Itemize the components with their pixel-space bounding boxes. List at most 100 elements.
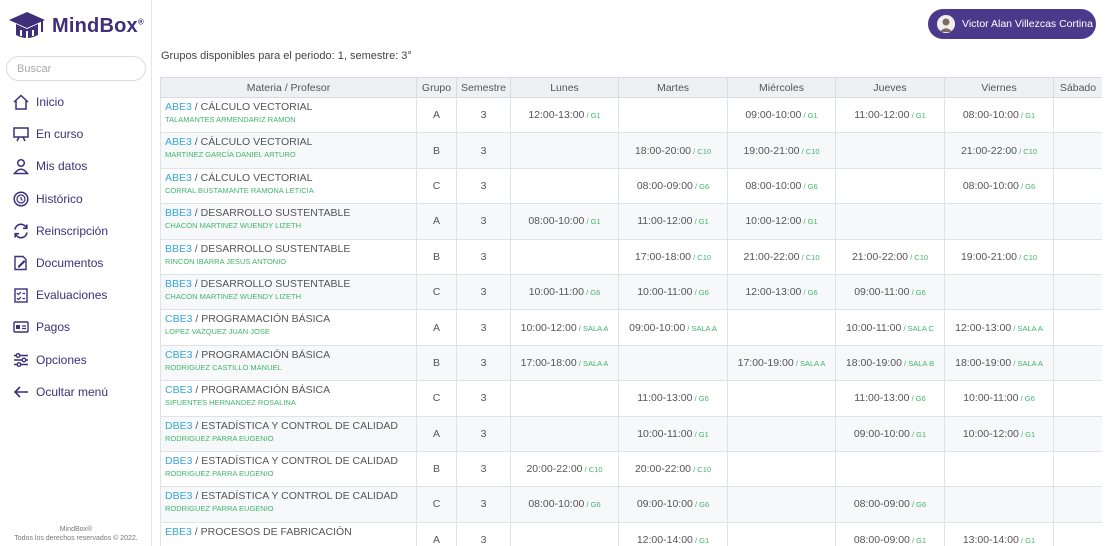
sidebar-item-9[interactable]: Ocultar menú xyxy=(0,376,152,408)
period-info: Grupos disponibles para el periodo: 1, s… xyxy=(161,50,412,62)
subject-code[interactable]: BBE3 xyxy=(165,277,192,290)
subject-code[interactable]: CBE3 xyxy=(165,313,193,326)
column-header[interactable]: Martes xyxy=(618,77,728,98)
subject-code[interactable]: ABE3 xyxy=(165,171,192,184)
slot-room: / C10 xyxy=(582,465,603,475)
subject-name: / PROGRAMACIÓN BÁSICA xyxy=(192,313,331,326)
search-input[interactable] xyxy=(6,56,146,81)
column-header[interactable]: Materia / Profesor xyxy=(160,77,417,98)
schedule-cell xyxy=(1053,521,1102,546)
schedule-cell: 08:00-09:00 / G6 xyxy=(618,167,728,205)
slot-room: / G6 xyxy=(692,394,709,404)
schedule-cell: 09:00-10:00 / G6 xyxy=(618,486,728,523)
schedule-cell xyxy=(1053,273,1102,311)
professor-name: CHACON MARTINEZ WUENDY LIZETH xyxy=(165,291,301,301)
sidebar-item-5[interactable]: Documentos xyxy=(0,247,152,279)
subject-name: / DESARROLLO SUSTENTABLE xyxy=(191,242,351,255)
sidebar-item-8[interactable]: Opciones xyxy=(0,344,152,376)
slot-room: / G1 xyxy=(584,217,601,227)
subject-name: / DESARROLLO SUSTENTABLE xyxy=(191,277,351,290)
subject-code[interactable]: DBE3 xyxy=(165,454,193,467)
sidebar-item-label: Inicio xyxy=(36,95,65,110)
table-row[interactable]: DBE3 / ESTADÍSTICA Y CONTROL DE CALIDAD R… xyxy=(160,415,1102,452)
schedule-cell: 12:00-13:00 / G6 xyxy=(727,273,836,311)
table-row[interactable]: CBE3 / PROGRAMACIÓN BÁSICA RODRIGUEZ CAST… xyxy=(160,344,1102,382)
column-header[interactable]: Jueves xyxy=(835,77,945,98)
slot-time: 10:00-11:00 xyxy=(528,286,584,299)
column-header[interactable]: Grupo xyxy=(416,77,457,98)
subject-cell: CBE3 / PROGRAMACIÓN BÁSICA RODRIGUEZ CAST… xyxy=(160,344,417,382)
table-row[interactable]: EBE3 / PROCESOS DE FABRICACIÓN A 3 12:00-14… xyxy=(160,521,1102,546)
slot-time: 17:00-18:00 xyxy=(520,356,577,369)
schedule-cell xyxy=(1053,486,1102,523)
schedule-cell xyxy=(510,132,619,169)
table-row[interactable]: BBE3 / DESARROLLO SUSTENTABLE RINCON IBAR… xyxy=(160,238,1102,275)
sidebar-item-4[interactable]: Reinscripción xyxy=(0,215,152,247)
document-edit-icon xyxy=(14,255,27,271)
table-row[interactable]: BBE3 / DESARROLLO SUSTENTABLE CHACON MART… xyxy=(160,203,1102,240)
app-logo[interactable]: MindBox® xyxy=(8,10,144,42)
sidebar-item-2[interactable]: Mis datos xyxy=(0,150,152,182)
schedule-cell xyxy=(618,344,728,382)
table-row[interactable]: ABE3 / CÁLCULO VECTORIAL MARTINEZ GARCÍA … xyxy=(160,132,1102,169)
slot-room: / G1 xyxy=(584,111,601,121)
subject-cell: BBE3 / DESARROLLO SUSTENTABLE CHACON MART… xyxy=(160,203,417,240)
subject-code[interactable]: BBE3 xyxy=(165,207,192,220)
subject-code[interactable]: CBE3 xyxy=(165,348,193,361)
subject-code[interactable]: DBE3 xyxy=(165,490,193,503)
sidebar-item-7[interactable]: Pagos xyxy=(0,311,152,343)
slot-time: 08:00-10:00 xyxy=(745,179,802,192)
schedule-cell xyxy=(510,380,619,417)
table-row[interactable]: BBE3 / DESARROLLO SUSTENTABLE CHACON MART… xyxy=(160,273,1102,311)
slot-time: 10:00-12:00 xyxy=(520,321,577,334)
user-menu-button[interactable]: Victor Alan Villezcas Cortina xyxy=(928,9,1096,39)
schedule-cell xyxy=(1053,380,1102,417)
column-header[interactable]: Sábado xyxy=(1053,77,1102,98)
slot-room: / G6 xyxy=(801,181,818,191)
table-row[interactable]: CBE3 / PROGRAMACIÓN BÁSICA SIFUENTES HERN… xyxy=(160,380,1102,417)
slot-time: 10:00-11:00 xyxy=(846,321,902,334)
subject-code[interactable]: ABE3 xyxy=(165,101,192,113)
slot-room: / G6 xyxy=(1018,181,1036,191)
subject-cell: DBE3 / ESTADÍSTICA Y CONTROL DE CALIDAD R… xyxy=(160,415,417,452)
schedule-cell: 11:00-13:00 / G6 xyxy=(835,380,945,417)
subject-code[interactable]: CBE3 xyxy=(165,384,193,397)
schedule-cell xyxy=(1053,238,1102,275)
schedule-cell xyxy=(727,380,836,417)
column-header[interactable]: Miércoles xyxy=(727,77,836,98)
slot-time: 08:00-09:00 xyxy=(853,533,910,546)
schedule-cell xyxy=(835,167,945,205)
groups-table-container[interactable]: Materia / Profesor Grupo Semestre Lunes Mart… xyxy=(160,77,1102,546)
sidebar-item-3[interactable]: Histórico xyxy=(0,183,152,215)
column-header[interactable]: Lunes xyxy=(510,77,619,98)
slot-room: / G6 xyxy=(692,181,710,191)
subject-name: / PROGRAMACIÓN BÁSICA xyxy=(192,384,331,397)
table-row[interactable]: ABE3 / CÁLCULO VECTORIAL CORRAL BUSTAMANT… xyxy=(160,167,1102,205)
schedule-cell xyxy=(727,450,836,488)
sidebar-item-label: En curso xyxy=(36,127,84,142)
slot-time: 09:00-11:00 xyxy=(854,286,910,299)
schedule-cell: 19:00-21:00 / C10 xyxy=(727,132,836,169)
user-avatar-icon xyxy=(939,18,953,32)
table-row[interactable]: DBE3 / ESTADÍSTICA Y CONTROL DE CALIDAD R… xyxy=(160,486,1102,523)
column-header[interactable]: Semestre xyxy=(456,77,511,98)
table-row[interactable]: CBE3 / PROGRAMACIÓN BÁSICA LOPEZ VAZQUEZ … xyxy=(160,309,1102,346)
subject-code[interactable]: EBE3 xyxy=(165,525,192,538)
sidebar-item-0[interactable]: Inicio xyxy=(0,86,152,118)
group-cell: A xyxy=(416,96,457,134)
professor-name: RODRIGUEZ PARRA EUGENIO xyxy=(165,433,274,443)
slot-room: / G6 xyxy=(584,500,601,510)
subject-code[interactable]: BBE3 xyxy=(165,242,192,255)
column-header[interactable]: Viernes xyxy=(944,77,1054,98)
schedule-cell xyxy=(1053,203,1102,240)
subject-code[interactable]: DBE3 xyxy=(165,419,193,432)
sidebar-item-6[interactable]: Evaluaciones xyxy=(0,279,152,311)
sidebar-item-1[interactable]: En curso xyxy=(0,118,152,150)
schedule-cell xyxy=(510,238,619,275)
subject-code[interactable]: ABE3 xyxy=(165,136,192,149)
slot-room: / SALA A xyxy=(576,323,609,333)
table-row[interactable]: DBE3 / ESTADÍSTICA Y CONTROL DE CALIDAD R… xyxy=(160,450,1102,488)
subject-cell: ABE3 / CÁLCULO VECTORIAL TALAMANTES ARMEN… xyxy=(160,96,417,134)
table-row[interactable]: ABE3 / CÁLCULO VECTORIAL TALAMANTES ARMEN… xyxy=(160,96,1102,134)
professor-name: LOPEZ VAZQUEZ JUAN JOSE xyxy=(165,327,270,337)
